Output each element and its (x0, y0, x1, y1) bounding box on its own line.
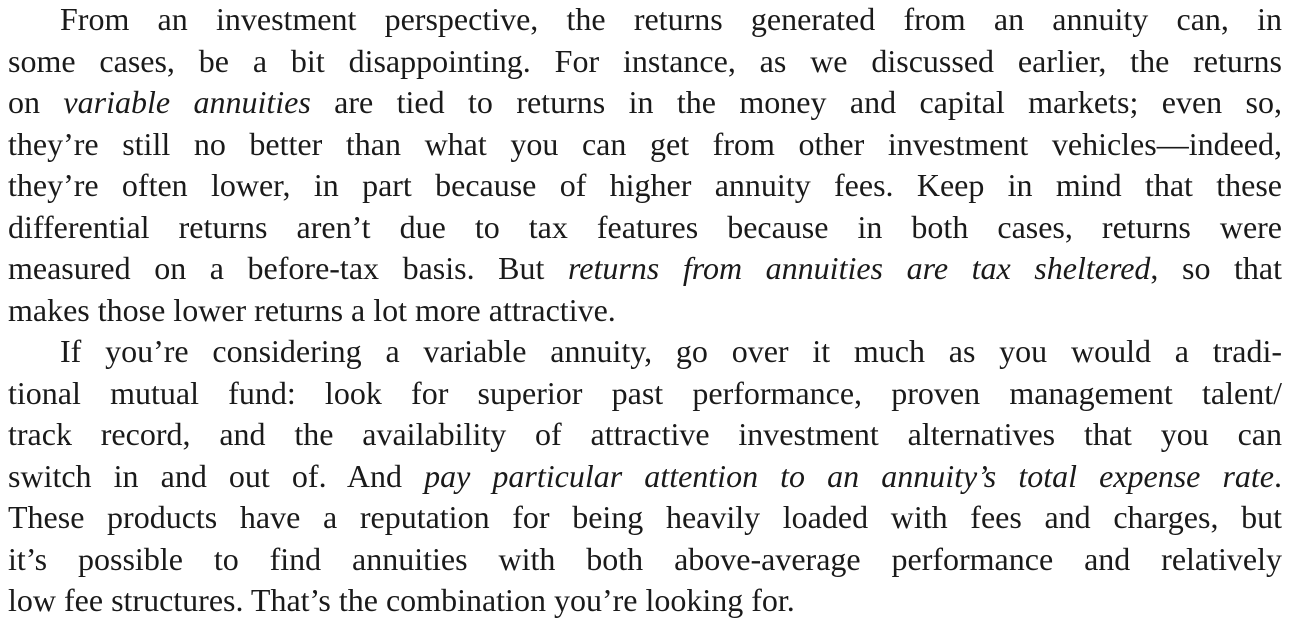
text-line: some cases, be a bit disappointing. For … (8, 42, 1282, 79)
text-line: it’s possible to find annuities with bot… (8, 540, 1282, 577)
text-line: low fee structures. That’s the combinati… (8, 582, 795, 618)
italic-emphasis: returns from annuities are tax sheltered (567, 250, 1151, 286)
text-line: they’re still no better than what you ca… (8, 125, 1282, 162)
text-line: From an investment perspective, the retu… (60, 1, 1282, 37)
paragraph-1: From an investment perspective, the retu… (8, 0, 1282, 331)
text-line: they’re often lower, in part because of … (8, 167, 1282, 203)
text-line: differential returns aren’t due to tax f… (8, 208, 1282, 245)
text-line: on variable annuities are tied to return… (8, 84, 1283, 120)
paragraph-2: If you’re considering a variable annuity… (8, 331, 1282, 622)
text-line: switch in and out of. And pay particular… (8, 457, 1283, 494)
text-line: If you’re considering a variable annuity… (60, 333, 1282, 369)
text-line: tional mutual fund: look for superior pa… (8, 374, 1282, 411)
text-line: measured on a before-tax basis. But retu… (8, 250, 1282, 286)
text-line: makes those lower returns a lot more att… (8, 291, 616, 328)
italic-emphasis: variable annuities (63, 84, 311, 120)
text-line: These products have a reputation for bei… (8, 499, 1282, 535)
italic-emphasis: pay particular attention to an annuity’s… (424, 457, 1275, 494)
text-line: track record, and the availability of at… (8, 416, 1282, 452)
